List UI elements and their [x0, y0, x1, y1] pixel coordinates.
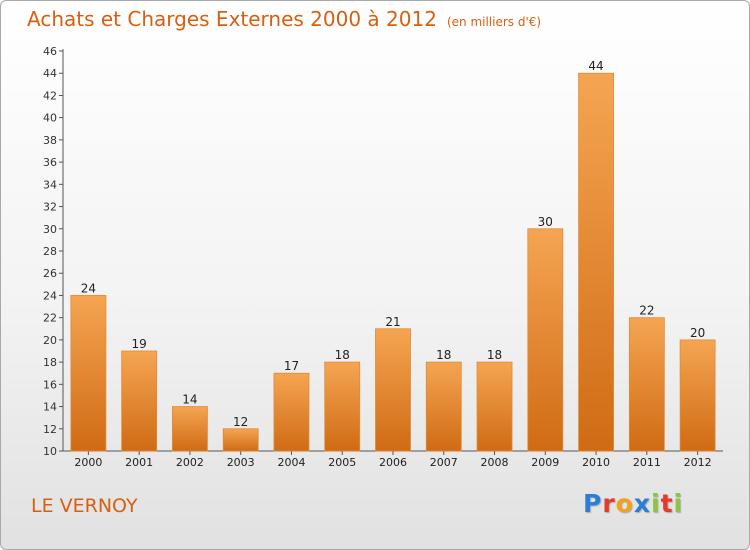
data-label-2003: 12 — [233, 415, 248, 429]
bar-2010 — [578, 72, 614, 452]
x-tick-label-2001: 2001 — [125, 456, 153, 469]
logo-letter-t: t — [660, 489, 674, 518]
y-tick-label: 26 — [43, 267, 57, 280]
logo-letter-p: P — [583, 489, 603, 518]
y-tick-label: 46 — [43, 45, 57, 58]
y-tick-label: 28 — [43, 245, 57, 258]
logo-letter-o: o — [615, 489, 634, 518]
x-tick-label-2000: 2000 — [74, 456, 102, 469]
bar-2011 — [628, 317, 665, 452]
y-tick-label: 20 — [43, 334, 57, 347]
data-label-2004: 17 — [284, 359, 299, 373]
y-tick-label: 14 — [43, 401, 57, 414]
y-tick-label: 16 — [43, 378, 57, 391]
logo-letter-i1: i — [651, 489, 661, 518]
data-label-2005: 18 — [335, 348, 350, 362]
y-tick-label: 32 — [43, 201, 57, 214]
bar-2007 — [425, 361, 462, 452]
y-tick-label: 42 — [43, 89, 57, 102]
data-label-2011: 22 — [639, 304, 654, 318]
data-label-2007: 18 — [436, 348, 451, 362]
chart-labels: 2000 24 2001 19 2002 14 2003 12 2004 17 2005 18 2006… — [74, 59, 711, 469]
x-tick-label-2011: 2011 — [633, 456, 661, 469]
y-tick-label: 40 — [43, 112, 57, 125]
y-tick-label: 36 — [43, 156, 57, 169]
data-label-2002: 14 — [182, 393, 197, 407]
y-tick-label: 34 — [43, 178, 57, 191]
logo-letter-x: x — [633, 489, 651, 518]
x-tick-label-2002: 2002 — [176, 456, 204, 469]
y-tick-label: 22 — [43, 312, 57, 325]
bar-2000 — [70, 295, 107, 452]
chart-axes: 10 12 14 16 18 20 22 24 26 28 30 32 34 36 38 40 42 44 46 — [43, 45, 723, 458]
y-tick-label: 24 — [43, 289, 57, 302]
chart-title: Achats et Charges Externes 2000 à 2012 (e… — [27, 7, 541, 31]
bar-2005 — [324, 361, 361, 452]
commune-name: LE VERNOY — [31, 495, 138, 517]
x-tick-label-2003: 2003 — [227, 456, 255, 469]
data-label-2000: 24 — [81, 281, 96, 295]
y-tick-label: 18 — [43, 356, 57, 369]
proxiti-logo: Proxiti — [583, 489, 683, 518]
bar-2012 — [679, 339, 716, 452]
x-tick-label-2010: 2010 — [582, 456, 610, 469]
bar-2001 — [121, 350, 158, 452]
y-tick-label: 44 — [43, 67, 57, 80]
x-tick-label-2005: 2005 — [328, 456, 356, 469]
bar-2004 — [273, 372, 310, 452]
chart-bars — [70, 72, 716, 452]
y-tick-label: 38 — [43, 134, 57, 147]
data-label-2001: 19 — [132, 337, 147, 351]
x-tick-label-2008: 2008 — [481, 456, 509, 469]
chart-title-text: Achats et Charges Externes 2000 à 2012 — [27, 7, 437, 31]
logo-letter-i2: i — [673, 489, 684, 518]
bar-2003 — [222, 428, 259, 452]
bar-2009 — [527, 228, 564, 452]
data-label-2012: 20 — [690, 326, 705, 340]
data-label-2006: 21 — [385, 315, 400, 329]
y-tick-label: 10 — [43, 445, 57, 458]
data-label-2009: 30 — [538, 215, 553, 229]
y-tick-label: 12 — [43, 423, 57, 436]
y-tick-label: 30 — [43, 223, 57, 236]
x-tick-label-2012: 2012 — [684, 456, 712, 469]
x-tick-label-2004: 2004 — [277, 456, 305, 469]
logo-letter-r: r — [602, 489, 616, 518]
bar-2006 — [375, 328, 411, 452]
data-label-2010: 44 — [588, 59, 603, 73]
bar-2008 — [476, 361, 513, 452]
x-tick-label-2006: 2006 — [379, 456, 407, 469]
data-label-2008: 18 — [487, 348, 502, 362]
x-tick-label-2009: 2009 — [531, 456, 559, 469]
x-tick-label-2007: 2007 — [430, 456, 458, 469]
bar-2002 — [172, 406, 208, 452]
chart-subtitle: (en milliers d'€) — [446, 15, 542, 29]
